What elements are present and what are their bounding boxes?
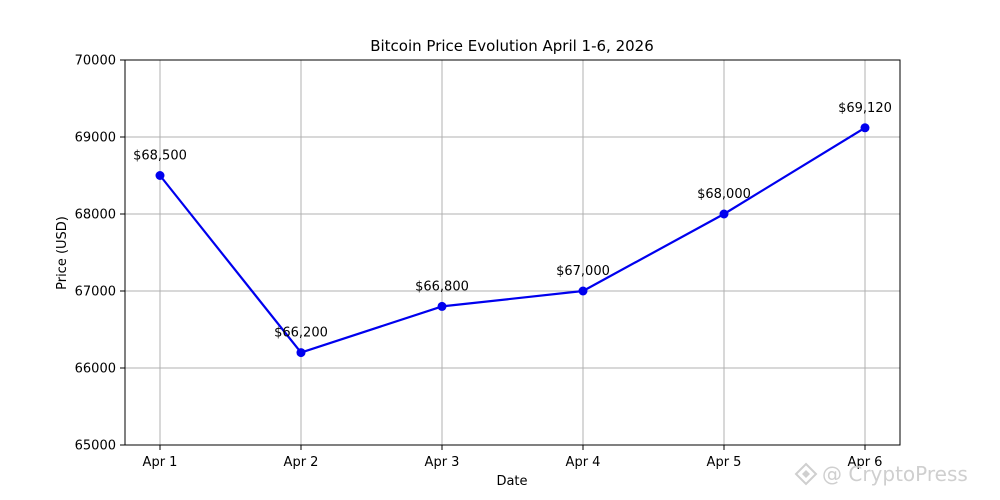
watermark: @ CryptoPress — [794, 462, 968, 486]
x-tick-label: Apr 1 — [143, 455, 178, 470]
x-tick-label: Apr 6 — [848, 455, 883, 470]
y-tick-label: 67000 — [75, 285, 116, 300]
x-axis-label: Date — [496, 474, 527, 489]
y-tick-label: 65000 — [75, 439, 116, 454]
watermark-text: @ CryptoPress — [822, 462, 968, 486]
y-tick-label: 68000 — [75, 208, 116, 223]
x-tick-label: Apr 3 — [425, 455, 460, 470]
data-label: $66,200 — [274, 326, 328, 341]
grid-lines — [125, 59, 900, 446]
cryptopress-logo-icon — [794, 462, 818, 486]
data-point — [155, 171, 165, 180]
data-label: $69,120 — [838, 101, 892, 116]
x-tick-label: Apr 5 — [707, 455, 742, 470]
x-tick-label: Apr 2 — [284, 455, 319, 470]
data-label: $67,000 — [556, 264, 610, 279]
y-tick-label: 66000 — [75, 362, 116, 377]
x-tick-label: Apr 4 — [566, 455, 601, 470]
axes: Apr 1 Apr 2 Apr 3 Apr 4 Apr 5 Apr 6 65000 66000… — [75, 54, 901, 470]
data-label: $66,800 — [415, 279, 469, 294]
data-point — [578, 286, 588, 296]
data-label: $68,000 — [697, 187, 751, 202]
data-point — [437, 301, 447, 311]
price-series — [155, 123, 870, 358]
y-tick-label: 69000 — [75, 131, 116, 146]
series-line — [159, 126, 866, 354]
chart-title: Bitcoin Price Evolution April 1-6, 2026 — [370, 37, 654, 55]
data-point — [860, 123, 870, 133]
data-labels: $68,500 $66,200 $66,800 $67,000 $68,000 $69,1… — [133, 101, 892, 341]
y-tick-label: 70000 — [75, 54, 116, 69]
plot-frame — [124, 59, 901, 446]
data-point — [719, 209, 729, 219]
data-point — [296, 348, 306, 358]
data-label: $68,500 — [133, 149, 187, 164]
y-axis-label: Price (USD) — [55, 216, 70, 290]
